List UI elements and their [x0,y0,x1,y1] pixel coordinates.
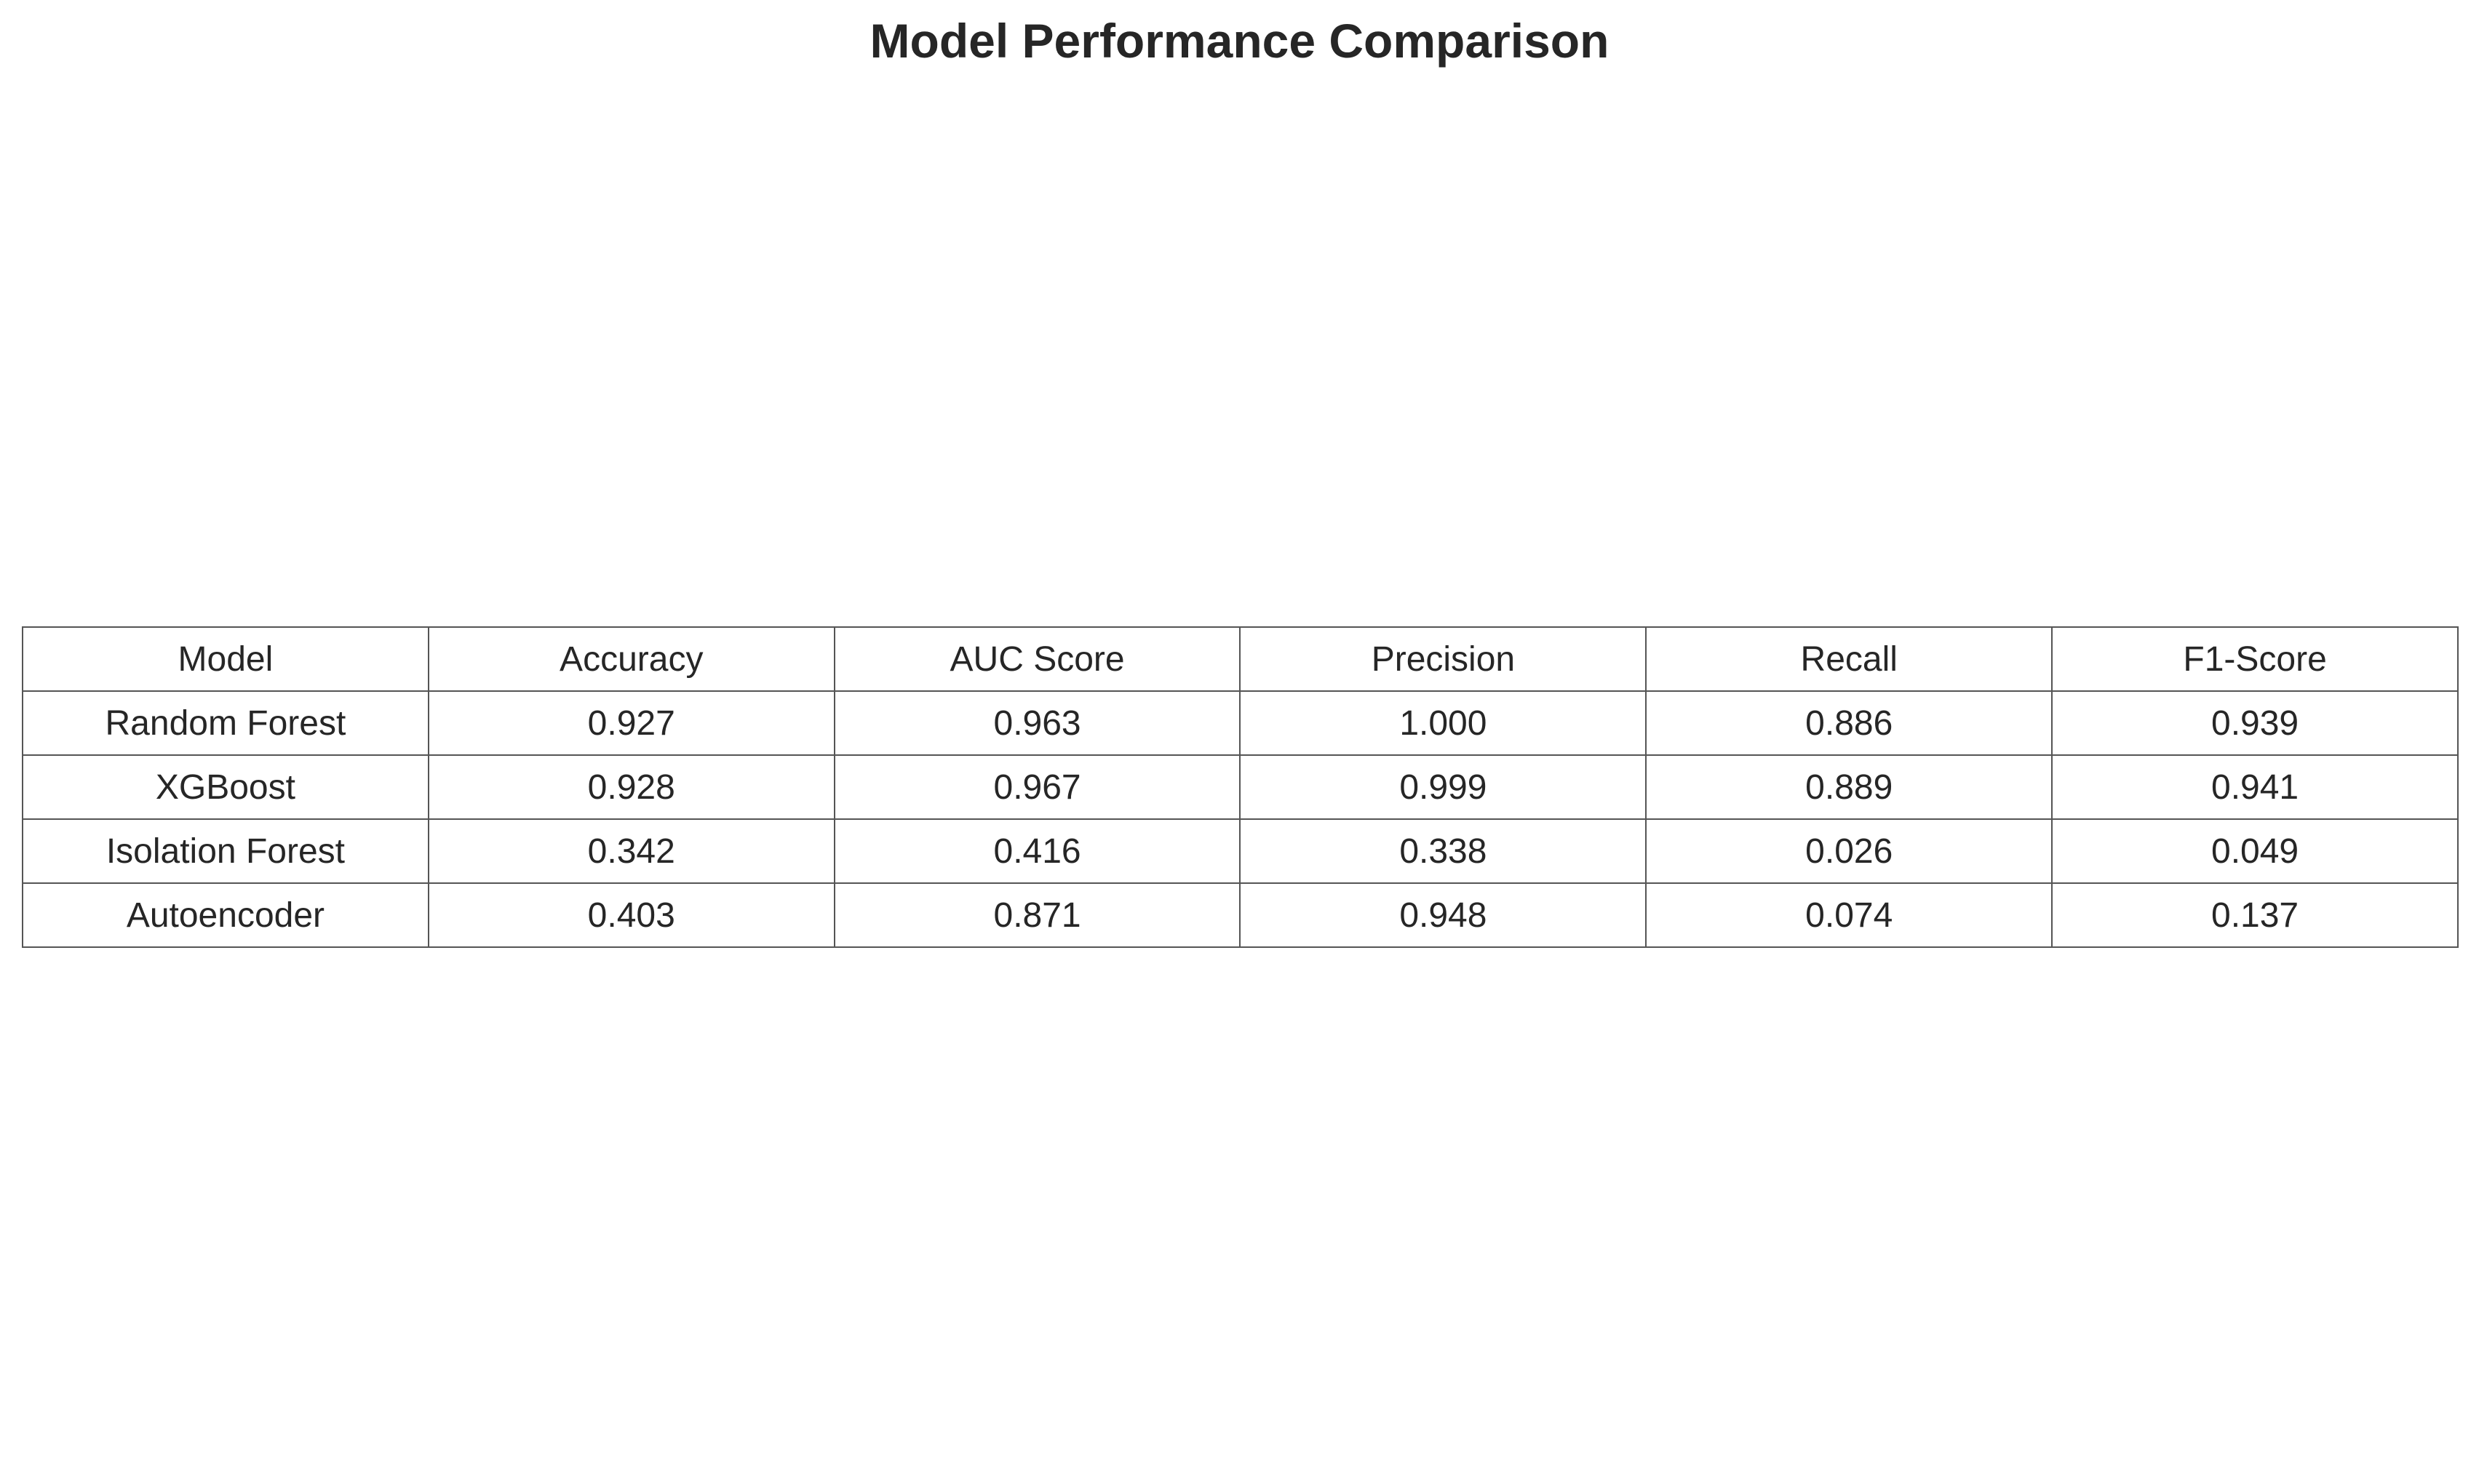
cell-model: Autoencoder [22,882,429,948]
cell-precision: 0.948 [1239,882,1647,948]
cell-recall: 0.026 [1645,818,2053,884]
cell-auc-score: 0.416 [833,818,1241,884]
table-row: Random Forest 0.927 0.963 1.000 0.886 0.… [22,690,2459,756]
cell-model: Random Forest [22,690,429,756]
header-model: Model [22,626,429,692]
chart-title: Model Performance Comparison [870,14,1609,68]
cell-f1-score: 0.939 [2051,690,2459,756]
header-accuracy: Accuracy [427,626,835,692]
header-recall: Recall [1645,626,2053,692]
header-auc-score: AUC Score [833,626,1241,692]
table-header-row: Model Accuracy AUC Score Precision Recal… [22,626,2459,692]
cell-auc-score: 0.967 [833,754,1241,820]
cell-f1-score: 0.941 [2051,754,2459,820]
cell-auc-score: 0.963 [833,690,1241,756]
cell-f1-score: 0.049 [2051,818,2459,884]
cell-model: Isolation Forest [22,818,429,884]
cell-f1-score: 0.137 [2051,882,2459,948]
cell-recall: 0.889 [1645,754,2053,820]
header-precision: Precision [1239,626,1647,692]
cell-auc-score: 0.871 [833,882,1241,948]
cell-precision: 0.338 [1239,818,1647,884]
cell-precision: 0.999 [1239,754,1647,820]
cell-recall: 0.074 [1645,882,2053,948]
table-row: Isolation Forest 0.342 0.416 0.338 0.026… [22,818,2459,884]
performance-table: Model Accuracy AUC Score Precision Recal… [22,626,2459,948]
table-row: XGBoost 0.928 0.967 0.999 0.889 0.941 [22,754,2459,820]
cell-accuracy: 0.403 [427,882,835,948]
cell-recall: 0.886 [1645,690,2053,756]
table-row: Autoencoder 0.403 0.871 0.948 0.074 0.13… [22,882,2459,948]
cell-accuracy: 0.927 [427,690,835,756]
cell-precision: 1.000 [1239,690,1647,756]
header-f1-score: F1-Score [2051,626,2459,692]
cell-accuracy: 0.928 [427,754,835,820]
cell-model: XGBoost [22,754,429,820]
cell-accuracy: 0.342 [427,818,835,884]
